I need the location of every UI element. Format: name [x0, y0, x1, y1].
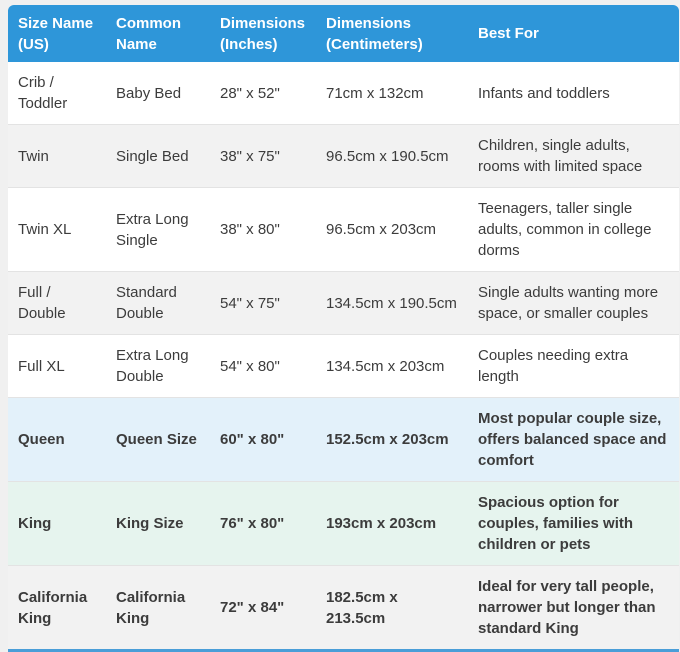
column-header-common_name: Common Name [106, 5, 210, 62]
cell-size_name: King [8, 481, 106, 566]
table-row-twin: Twin Single Bed 38" x 75" 96.5cm x 190.5cm C… [8, 124, 679, 188]
cell-inches: 54" x 80" [210, 334, 316, 398]
table-header-row: Size Name (US) Common Name Dimensions (Inc… [8, 5, 679, 62]
cell-size_name: Twin XL [8, 187, 106, 272]
table-row-full-xl: Full XL Extra Long Double 54" x 80" 134.5cm… [8, 334, 679, 398]
table-row-queen: Queen Queen Size 60" x 80" 152.5cm x 203cm M… [8, 397, 679, 482]
cell-centimeters: 71cm x 132cm [316, 62, 468, 125]
cell-centimeters: 96.5cm x 190.5cm [316, 124, 468, 188]
column-header-inches: Dimensions (Inches) [210, 5, 316, 62]
cell-common_name: Single Bed [106, 124, 210, 188]
table-row-california-king: California King California King 72" x 84" 1… [8, 565, 679, 649]
cell-size_name: California King [8, 565, 106, 649]
cell-best_for: Spacious option for couples, families wi… [468, 481, 679, 566]
table-row-crib-toddler: Crib / Toddler Baby Bed 28" x 52" 71cm x 13… [8, 62, 679, 125]
cell-best_for: Children, single adults, rooms with limi… [468, 124, 679, 188]
column-header-centimeters: Dimensions (Centimeters) [316, 5, 468, 62]
cell-size_name: Full / Double [8, 271, 106, 335]
bed-size-table: Size Name (US) Common Name Dimensions (Inc… [8, 5, 679, 649]
cell-common_name: Extra Long Double [106, 334, 210, 398]
cell-best_for: Single adults wanting more space, or sma… [468, 271, 679, 335]
cell-common_name: Queen Size [106, 397, 210, 482]
table-body: Crib / Toddler Baby Bed 28" x 52" 71cm x 13… [8, 62, 679, 649]
cell-inches: 28" x 52" [210, 62, 316, 125]
cell-best_for: Teenagers, taller single adults, common … [468, 187, 679, 272]
cell-common_name: California King [106, 565, 210, 649]
cell-size_name: Queen [8, 397, 106, 482]
cell-centimeters: 182.5cm x 213.5cm [316, 565, 468, 649]
cell-inches: 76" x 80" [210, 481, 316, 566]
table-row-king: King King Size 76" x 80" 193cm x 203cm Spaci… [8, 481, 679, 566]
cell-size_name: Full XL [8, 334, 106, 398]
cell-common_name: Baby Bed [106, 62, 210, 125]
cell-centimeters: 96.5cm x 203cm [316, 187, 468, 272]
cell-centimeters: 134.5cm x 203cm [316, 334, 468, 398]
bed-size-table-container: Size Name (US) Common Name Dimensions (Inc… [8, 5, 679, 652]
table-row-twin-xl: Twin XL Extra Long Single 38" x 80" 96.5cm … [8, 187, 679, 272]
cell-common_name: Standard Double [106, 271, 210, 335]
cell-best_for: Infants and toddlers [468, 62, 679, 125]
cell-best_for: Ideal for very tall people, narrower but… [468, 565, 679, 649]
column-header-best_for: Best For [468, 5, 679, 62]
cell-centimeters: 134.5cm x 190.5cm [316, 271, 468, 335]
cell-centimeters: 152.5cm x 203cm [316, 397, 468, 482]
column-header-size_name: Size Name (US) [8, 5, 106, 62]
cell-best_for: Couples needing extra length [468, 334, 679, 398]
cell-inches: 54" x 75" [210, 271, 316, 335]
cell-common_name: Extra Long Single [106, 187, 210, 272]
cell-inches: 72" x 84" [210, 565, 316, 649]
cell-inches: 38" x 75" [210, 124, 316, 188]
cell-inches: 38" x 80" [210, 187, 316, 272]
cell-best_for: Most popular couple size, offers balance… [468, 397, 679, 482]
cell-size_name: Twin [8, 124, 106, 188]
table-row-full-double: Full / Double Standard Double 54" x 75" 134… [8, 271, 679, 335]
cell-centimeters: 193cm x 203cm [316, 481, 468, 566]
cell-inches: 60" x 80" [210, 397, 316, 482]
cell-size_name: Crib / Toddler [8, 62, 106, 125]
cell-common_name: King Size [106, 481, 210, 566]
